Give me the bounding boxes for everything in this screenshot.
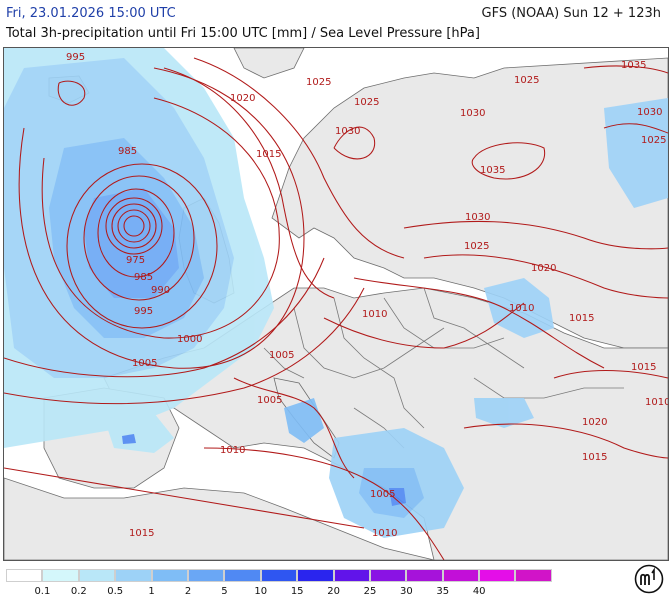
isobar-label: 1015	[582, 452, 607, 463]
precipitation-field	[4, 48, 668, 538]
isobar-label: 1015	[129, 528, 154, 539]
isobar-label: 990	[151, 285, 170, 296]
legend-swatch	[78, 569, 116, 582]
legend-tick-label: 35	[436, 586, 450, 597]
isobar-label: 1020	[531, 263, 556, 274]
isobar-label: 1010	[362, 309, 387, 320]
legend-tick-label: 5	[221, 586, 228, 597]
isobar-label: 1030	[637, 107, 662, 118]
isobar-label: 1015	[569, 313, 594, 324]
isobar-label: 1025	[464, 241, 489, 252]
isobar-label: 1010	[509, 303, 534, 314]
isobar-label: 1020	[230, 93, 255, 104]
legend-swatch	[6, 569, 43, 582]
land-africa	[4, 477, 435, 560]
legend-tick-label: 2	[184, 586, 192, 597]
isobar-label: 985	[118, 146, 137, 157]
legend-tick-label: 20	[327, 586, 340, 597]
isobar-label: 1025	[641, 135, 666, 146]
map-canvas: 995 1020 1025 1035 1025 1030 1030 1025 1…	[4, 48, 668, 560]
isobar-label: 1005	[257, 395, 282, 406]
legend-tick-label: 30	[400, 586, 413, 597]
valid-time: Fri, 23.01.2026 15:00 UTC	[6, 6, 176, 21]
isobar-label: 985	[134, 272, 153, 283]
isobar-label: 995	[134, 306, 153, 317]
legend-tick-label: 0.1	[34, 586, 51, 597]
isobar-label: 1010	[645, 397, 668, 408]
country-borders	[263, 287, 624, 449]
legend-tick-label: 25	[363, 586, 377, 597]
legend-swatch	[406, 569, 443, 582]
isobar-label: 1005	[132, 358, 157, 369]
legend-swatch	[151, 569, 188, 582]
legend-tick-label: 40	[472, 586, 486, 597]
isobar-label: 1005	[370, 489, 395, 500]
legend-swatch	[333, 569, 370, 582]
isobar-label: 1015	[631, 362, 656, 373]
land-greenland	[233, 48, 305, 79]
legend-swatch	[297, 569, 334, 582]
isobar-label: 1025	[514, 75, 539, 86]
legend-swatch	[479, 569, 516, 582]
isobar-label: 995	[66, 52, 85, 63]
isobars	[4, 57, 668, 560]
isobar-label: 1025	[306, 77, 331, 88]
isobar-label: 1030	[460, 108, 485, 119]
isobar-label: 1035	[480, 165, 505, 176]
isobar-label: 1025	[354, 97, 379, 108]
isobar-label: 1030	[335, 126, 360, 137]
model-run: GFS (NOAA) Sun 12 + 123h	[481, 6, 661, 21]
land-scandinavia	[271, 57, 668, 349]
isobar-label: 1035	[621, 60, 646, 71]
legend-swatch	[260, 569, 298, 582]
legend-swatch	[515, 569, 552, 582]
isobar-label: 1015	[256, 149, 281, 160]
isobar-label: 1030	[465, 212, 490, 223]
legend-tick-label: 10	[254, 586, 268, 597]
legend-tick-label: 1	[148, 586, 155, 597]
isobar-label: 1020	[582, 417, 607, 428]
weather-map[interactable]: 995 1020 1025 1035 1025 1030 1030 1025 1…	[3, 47, 669, 561]
legend-swatch	[187, 569, 225, 582]
legend-tick-label: 0.5	[107, 586, 124, 597]
isobar-label: 1005	[269, 350, 294, 361]
legend-swatch	[442, 569, 480, 582]
legend-swatch	[224, 569, 261, 582]
isobar-label: 975	[126, 255, 145, 266]
legend-swatch	[369, 569, 407, 582]
isobar-label: 1010	[220, 445, 245, 456]
legend-tick-label: 0.2	[70, 586, 87, 597]
meteologix-logo-icon	[634, 564, 664, 594]
isobar-label: 1000	[177, 334, 202, 345]
isobar-labels: 995 1020 1025 1035 1025 1030 1030 1025 1…	[66, 52, 668, 539]
legend-swatch	[42, 569, 79, 582]
precipitation-legend	[6, 569, 552, 583]
map-subtitle: Total 3h-precipitation until Fri 15:00 U…	[6, 26, 480, 41]
isobar-label: 1010	[372, 528, 397, 539]
legend-swatch	[115, 569, 152, 582]
legend-tick-label: 15	[290, 586, 304, 597]
